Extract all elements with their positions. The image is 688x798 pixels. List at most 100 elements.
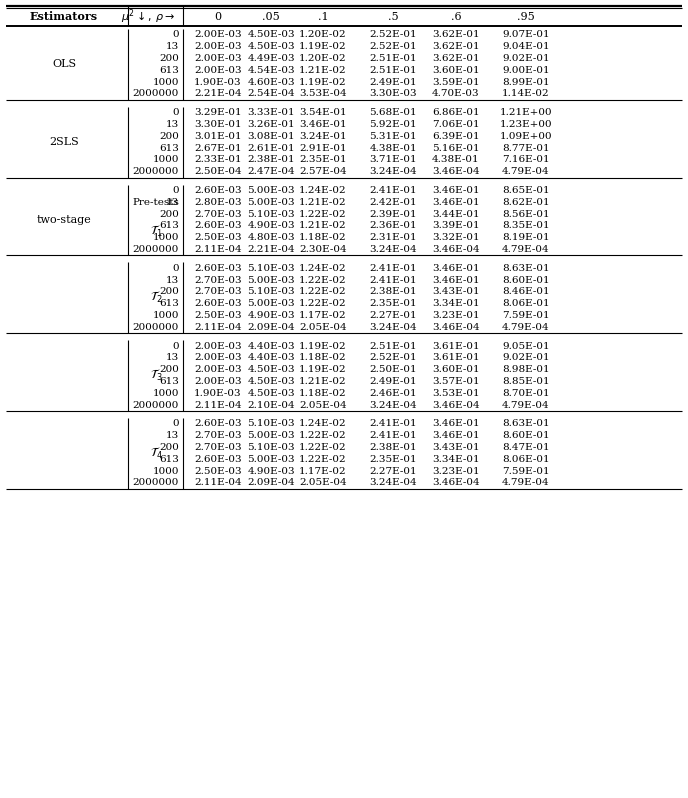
Text: 2.33E-01: 2.33E-01 [194,156,241,164]
Text: 4.79E-04: 4.79E-04 [502,323,550,332]
Text: 4.50E-03: 4.50E-03 [247,389,295,397]
Text: 2.00E-03: 2.00E-03 [194,342,241,350]
Text: 3.62E-01: 3.62E-01 [432,54,480,63]
Text: 1.14E-02: 1.14E-02 [502,89,550,98]
Text: 3.62E-01: 3.62E-01 [432,42,480,51]
Text: 5.00E-03: 5.00E-03 [247,299,295,308]
Text: 2.05E-04: 2.05E-04 [299,323,347,332]
Text: 3.34E-01: 3.34E-01 [432,455,480,464]
Text: 9.00E-01: 9.00E-01 [502,65,550,75]
Text: 3.46E-04: 3.46E-04 [432,478,480,488]
Text: 3.46E-01: 3.46E-01 [432,198,480,207]
Text: 613: 613 [159,377,179,386]
Text: 2.70E-03: 2.70E-03 [194,287,241,296]
Text: 9.02E-01: 9.02E-01 [502,354,550,362]
Text: 2.41E-01: 2.41E-01 [369,431,417,440]
Text: 3.59E-01: 3.59E-01 [432,77,480,87]
Text: 4.49E-03: 4.49E-03 [247,54,295,63]
Text: 3.46E-04: 3.46E-04 [432,168,480,176]
Text: $\mathcal{T}_2$: $\mathcal{T}_2$ [150,290,162,306]
Text: 3.26E-01: 3.26E-01 [247,120,295,129]
Text: 4.50E-03: 4.50E-03 [247,365,295,374]
Text: 1.17E-02: 1.17E-02 [299,311,347,320]
Text: 2.00E-03: 2.00E-03 [194,65,241,75]
Text: 613: 613 [159,144,179,152]
Text: 2.00E-03: 2.00E-03 [194,54,241,63]
Text: 3.61E-01: 3.61E-01 [432,342,480,350]
Text: 1.19E-02: 1.19E-02 [299,342,347,350]
Text: 3.24E-04: 3.24E-04 [369,245,417,254]
Text: 4.90E-03: 4.90E-03 [247,467,295,476]
Text: 3.54E-01: 3.54E-01 [299,109,347,117]
Text: 2.00E-03: 2.00E-03 [194,365,241,374]
Text: 3.46E-01: 3.46E-01 [432,420,480,429]
Text: 3.24E-01: 3.24E-01 [299,132,347,140]
Text: 0: 0 [173,109,179,117]
Text: 4.90E-03: 4.90E-03 [247,221,295,231]
Text: 2000000: 2000000 [133,401,179,409]
Text: 8.70E-01: 8.70E-01 [502,389,550,397]
Text: 2.11E-04: 2.11E-04 [194,323,241,332]
Text: .6: .6 [451,11,462,22]
Text: 1.24E-02: 1.24E-02 [299,420,347,429]
Text: 1.19E-02: 1.19E-02 [299,42,347,51]
Text: 7.59E-01: 7.59E-01 [502,467,550,476]
Text: 6.39E-01: 6.39E-01 [432,132,480,140]
Text: 9.07E-01: 9.07E-01 [502,30,550,39]
Text: .95: .95 [517,11,535,22]
Text: 0: 0 [173,30,179,39]
Text: 3.46E-01: 3.46E-01 [432,275,480,285]
Text: 1.21E-02: 1.21E-02 [299,377,347,386]
Text: 2.46E-01: 2.46E-01 [369,389,417,397]
Text: 3.30E-01: 3.30E-01 [194,120,241,129]
Text: 4.50E-03: 4.50E-03 [247,42,295,51]
Text: 2.57E-04: 2.57E-04 [299,168,347,176]
Text: 3.46E-01: 3.46E-01 [299,120,347,129]
Text: Pre-tests: Pre-tests [133,198,180,207]
Text: 2.60E-03: 2.60E-03 [194,420,241,429]
Text: 3.53E-04: 3.53E-04 [299,89,347,98]
Text: 2.52E-01: 2.52E-01 [369,354,417,362]
Text: 7.59E-01: 7.59E-01 [502,311,550,320]
Text: 0: 0 [215,11,222,22]
Text: 2000000: 2000000 [133,323,179,332]
Text: 5.00E-03: 5.00E-03 [247,198,295,207]
Text: $\mu^2 \downarrow,\, \rho \rightarrow$: $\mu^2 \downarrow,\, \rho \rightarrow$ [121,7,175,26]
Text: 2.41E-01: 2.41E-01 [369,420,417,429]
Text: 1.90E-03: 1.90E-03 [194,77,241,87]
Text: 9.04E-01: 9.04E-01 [502,42,550,51]
Text: 613: 613 [159,455,179,464]
Text: 8.56E-01: 8.56E-01 [502,210,550,219]
Text: 7.16E-01: 7.16E-01 [502,156,550,164]
Text: 9.02E-01: 9.02E-01 [502,54,550,63]
Text: 1.21E-02: 1.21E-02 [299,198,347,207]
Text: 8.63E-01: 8.63E-01 [502,264,550,273]
Text: 2.00E-03: 2.00E-03 [194,42,241,51]
Text: 200: 200 [159,132,179,140]
Text: 8.99E-01: 8.99E-01 [502,77,550,87]
Text: 5.10E-03: 5.10E-03 [247,287,295,296]
Text: 2.35E-01: 2.35E-01 [369,299,417,308]
Text: 2.67E-01: 2.67E-01 [194,144,241,152]
Text: 2000000: 2000000 [133,245,179,254]
Text: 8.06E-01: 8.06E-01 [502,299,550,308]
Text: OLS: OLS [52,59,76,69]
Text: 8.19E-01: 8.19E-01 [502,233,550,243]
Text: 2.60E-03: 2.60E-03 [194,221,241,231]
Text: 4.90E-03: 4.90E-03 [247,311,295,320]
Text: 2SLS: 2SLS [49,137,79,147]
Text: 1.09E+00: 1.09E+00 [499,132,552,140]
Text: 3.24E-04: 3.24E-04 [369,401,417,409]
Text: 3.46E-04: 3.46E-04 [432,323,480,332]
Text: 1000: 1000 [153,233,179,243]
Text: two-stage: two-stage [36,215,92,225]
Text: 4.54E-03: 4.54E-03 [247,65,295,75]
Text: 2000000: 2000000 [133,89,179,98]
Text: 1.23E+00: 1.23E+00 [499,120,552,129]
Text: 13: 13 [166,120,179,129]
Text: 2.50E-03: 2.50E-03 [194,467,241,476]
Text: .5: .5 [387,11,398,22]
Text: 4.40E-03: 4.40E-03 [247,342,295,350]
Text: 3.39E-01: 3.39E-01 [432,221,480,231]
Text: 8.06E-01: 8.06E-01 [502,455,550,464]
